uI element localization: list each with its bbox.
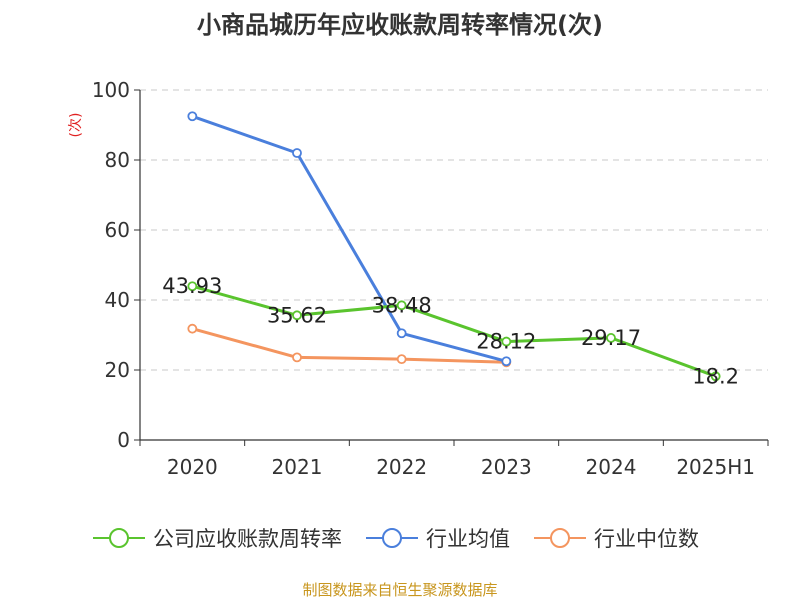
y-tick-label: 60 (105, 218, 130, 242)
data-label: 43.93 (162, 274, 222, 298)
data-label: 18.2 (692, 364, 739, 388)
data-point (501, 356, 512, 367)
x-tick-label: 2025H1 (676, 455, 755, 479)
x-tick-label: 2022 (376, 455, 427, 479)
data-point (187, 111, 198, 122)
data-label: 28.12 (476, 330, 536, 354)
source-note: 制图数据来自恒生聚源数据库 (302, 581, 497, 599)
data-point (710, 371, 721, 382)
x-tick-label: 2020 (167, 455, 218, 479)
data-labels: 43.93 35.62 38.48 28.12 29.17 18.2 (162, 274, 739, 388)
y-tick-label: 40 (105, 288, 130, 312)
series-line-2 (191, 327, 507, 364)
series-line-1 (191, 114, 507, 363)
x-tick-label: 2024 (586, 455, 637, 479)
series (187, 111, 721, 382)
data-point (292, 148, 302, 158)
data-label: 35.62 (267, 303, 327, 327)
data-point (292, 310, 302, 321)
data-label: 38.48 (372, 293, 432, 317)
y-axis-label: (次) (68, 113, 84, 138)
y-tick-label: 80 (105, 148, 130, 172)
y-tick-label: 100 (92, 78, 130, 102)
legend-item-label: 行业中位数 (594, 527, 699, 551)
axes: 0 20 40 60 80 100 2020 2021 2022 2023 2024 2025H1 (92, 78, 769, 479)
legend: 公司应收账款周转率 行业均值 行业中位数 (93, 527, 699, 551)
data-point (606, 333, 616, 343)
series-line-0 (191, 284, 717, 378)
legend-marker-0 (109, 528, 129, 548)
legend-item-label: 公司应收账款周转率 (153, 527, 342, 551)
data-point (501, 336, 512, 347)
y-tick-label: 20 (105, 358, 130, 382)
data-point (396, 328, 407, 339)
legend-marker-2 (550, 528, 570, 548)
data-point (187, 323, 198, 334)
x-tick-label: 2023 (481, 455, 532, 479)
y-tick-label: 0 (117, 428, 130, 452)
legend-item-label: 行业均值 (426, 527, 510, 551)
data-point (396, 300, 407, 311)
chart-title: 小商品城历年应收账款周转率情况(次) (197, 11, 603, 39)
data-label: 29.17 (581, 326, 641, 350)
x-tick-label: 2021 (272, 455, 323, 479)
data-point (292, 352, 302, 363)
data-point (187, 281, 198, 292)
data-point (396, 354, 407, 365)
legend-marker-1 (382, 528, 402, 548)
